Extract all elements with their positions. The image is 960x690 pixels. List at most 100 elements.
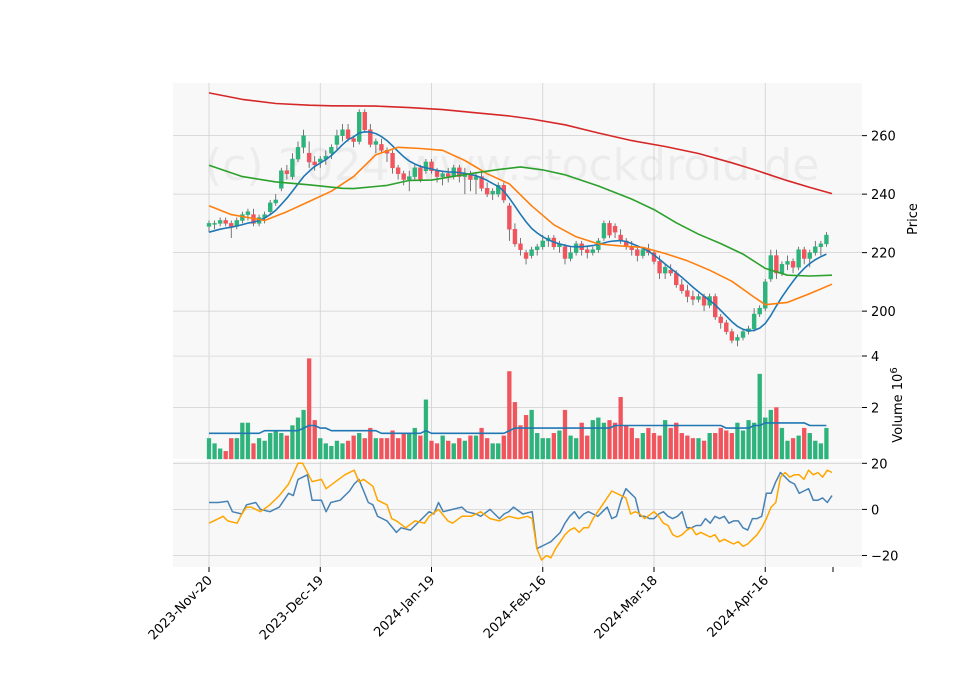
candle-up xyxy=(640,249,646,256)
volume-bar-up xyxy=(779,427,785,460)
candle-up xyxy=(412,167,418,177)
candle-up xyxy=(329,147,334,154)
candle-up xyxy=(245,211,251,215)
volume-bar-up xyxy=(334,440,340,460)
candle-up xyxy=(206,223,212,227)
candle-up xyxy=(340,129,345,136)
volume-bar-down xyxy=(724,430,729,460)
volume-bar-up xyxy=(529,409,534,460)
candle-down xyxy=(229,223,234,227)
volume-bar-up xyxy=(256,438,262,460)
candle-up xyxy=(295,147,301,160)
candle-up xyxy=(490,190,495,195)
x-tick-label: 2023-Nov-20 xyxy=(146,573,216,643)
candle-down xyxy=(518,243,523,250)
volume-axis-unit: 10 xyxy=(891,374,906,391)
x-tick-label: 2023-Dec-19 xyxy=(257,573,327,643)
candle-down xyxy=(484,188,490,195)
candle-down xyxy=(312,161,317,166)
volume-bar-up xyxy=(423,399,429,460)
volume-bar-up xyxy=(601,422,607,460)
volume-bar-up xyxy=(217,448,223,460)
volume-bar-down xyxy=(384,438,390,460)
ma-short-line xyxy=(208,131,827,332)
volume-bar-down xyxy=(646,427,651,460)
volume-bar-down xyxy=(774,407,779,460)
volume-bar-down xyxy=(685,435,690,460)
candle-down xyxy=(479,176,484,189)
candle-down xyxy=(445,173,451,177)
candle-down xyxy=(585,249,590,253)
candle-up xyxy=(796,249,801,268)
price-axis-title: Price xyxy=(906,203,921,235)
candle-down xyxy=(729,331,735,341)
volume-bar-up xyxy=(318,438,323,460)
volume-bar-down xyxy=(668,427,673,460)
candle-down xyxy=(668,269,673,274)
volume-bar-up xyxy=(740,430,746,460)
candle-down xyxy=(612,226,618,233)
watermark-text: (c) 2024 www.stockdroid.de xyxy=(205,140,819,191)
candle-up xyxy=(568,252,573,259)
candle-down xyxy=(657,261,662,274)
candle-down xyxy=(434,170,440,177)
candle-up xyxy=(824,234,829,245)
volume-bar-up xyxy=(373,438,379,460)
candle-down xyxy=(223,220,228,224)
volume-bar-down xyxy=(484,438,490,460)
candle-up xyxy=(356,111,362,142)
candle-up xyxy=(301,135,306,148)
volume-ma-line xyxy=(209,422,827,435)
volume-bar-up xyxy=(824,427,829,460)
volume-bar-down xyxy=(429,440,434,460)
candle-up xyxy=(423,161,429,171)
candle-up xyxy=(267,202,273,212)
x-axis: 2023-Nov-20 2023-Dec-19 2024-Jan-19 2024-Fe… xyxy=(146,567,834,643)
candle-up xyxy=(373,141,379,145)
volume-bar-down xyxy=(718,427,723,460)
candle-down xyxy=(379,144,384,151)
volume-bar-down xyxy=(223,451,228,460)
candle-up xyxy=(757,307,762,315)
volume-bar-up xyxy=(751,422,757,460)
volume-bar-down xyxy=(651,433,657,460)
oscillator-panel: −20 0 20 xyxy=(173,457,898,567)
candle-up xyxy=(779,264,785,274)
ma-long-line xyxy=(208,164,833,277)
candle-down xyxy=(790,261,796,268)
volume-bar-up xyxy=(412,427,417,460)
volume-bar-down xyxy=(457,438,462,460)
candle-up xyxy=(662,267,668,274)
volume-bar-up xyxy=(596,417,601,460)
volume-bar-down xyxy=(251,443,256,460)
volume-bar-up xyxy=(546,438,551,460)
price-ytick-label: 260 xyxy=(871,130,896,145)
candle-up xyxy=(407,176,412,180)
candle-down xyxy=(635,249,640,256)
volume-bar-down xyxy=(579,422,584,460)
candle-up xyxy=(813,246,818,253)
candle-down xyxy=(284,170,290,174)
volume-bar-up xyxy=(290,425,295,460)
volume-bar-down xyxy=(690,438,696,460)
candle-up xyxy=(807,252,812,259)
volume-bar-up xyxy=(746,420,751,460)
oscillator-line xyxy=(209,471,833,550)
volume-bar-down xyxy=(551,433,557,460)
candle-down xyxy=(523,252,529,259)
volume-bar-down xyxy=(434,443,440,460)
volume-panel: 24 xyxy=(173,350,879,460)
volume-bar-up xyxy=(440,435,445,460)
candle-up xyxy=(590,249,596,253)
volume-axis-exponent: 6 xyxy=(889,367,900,373)
volume-bar-up xyxy=(329,445,334,460)
volume-bar-down xyxy=(618,397,623,460)
candle-down xyxy=(395,167,401,174)
volume-bar-down xyxy=(607,420,612,460)
candle-up xyxy=(273,199,278,204)
volume-bar-up xyxy=(557,430,562,460)
candle-down xyxy=(685,290,690,297)
volume-bar-down xyxy=(479,427,484,460)
volume-bar-up xyxy=(813,440,818,460)
